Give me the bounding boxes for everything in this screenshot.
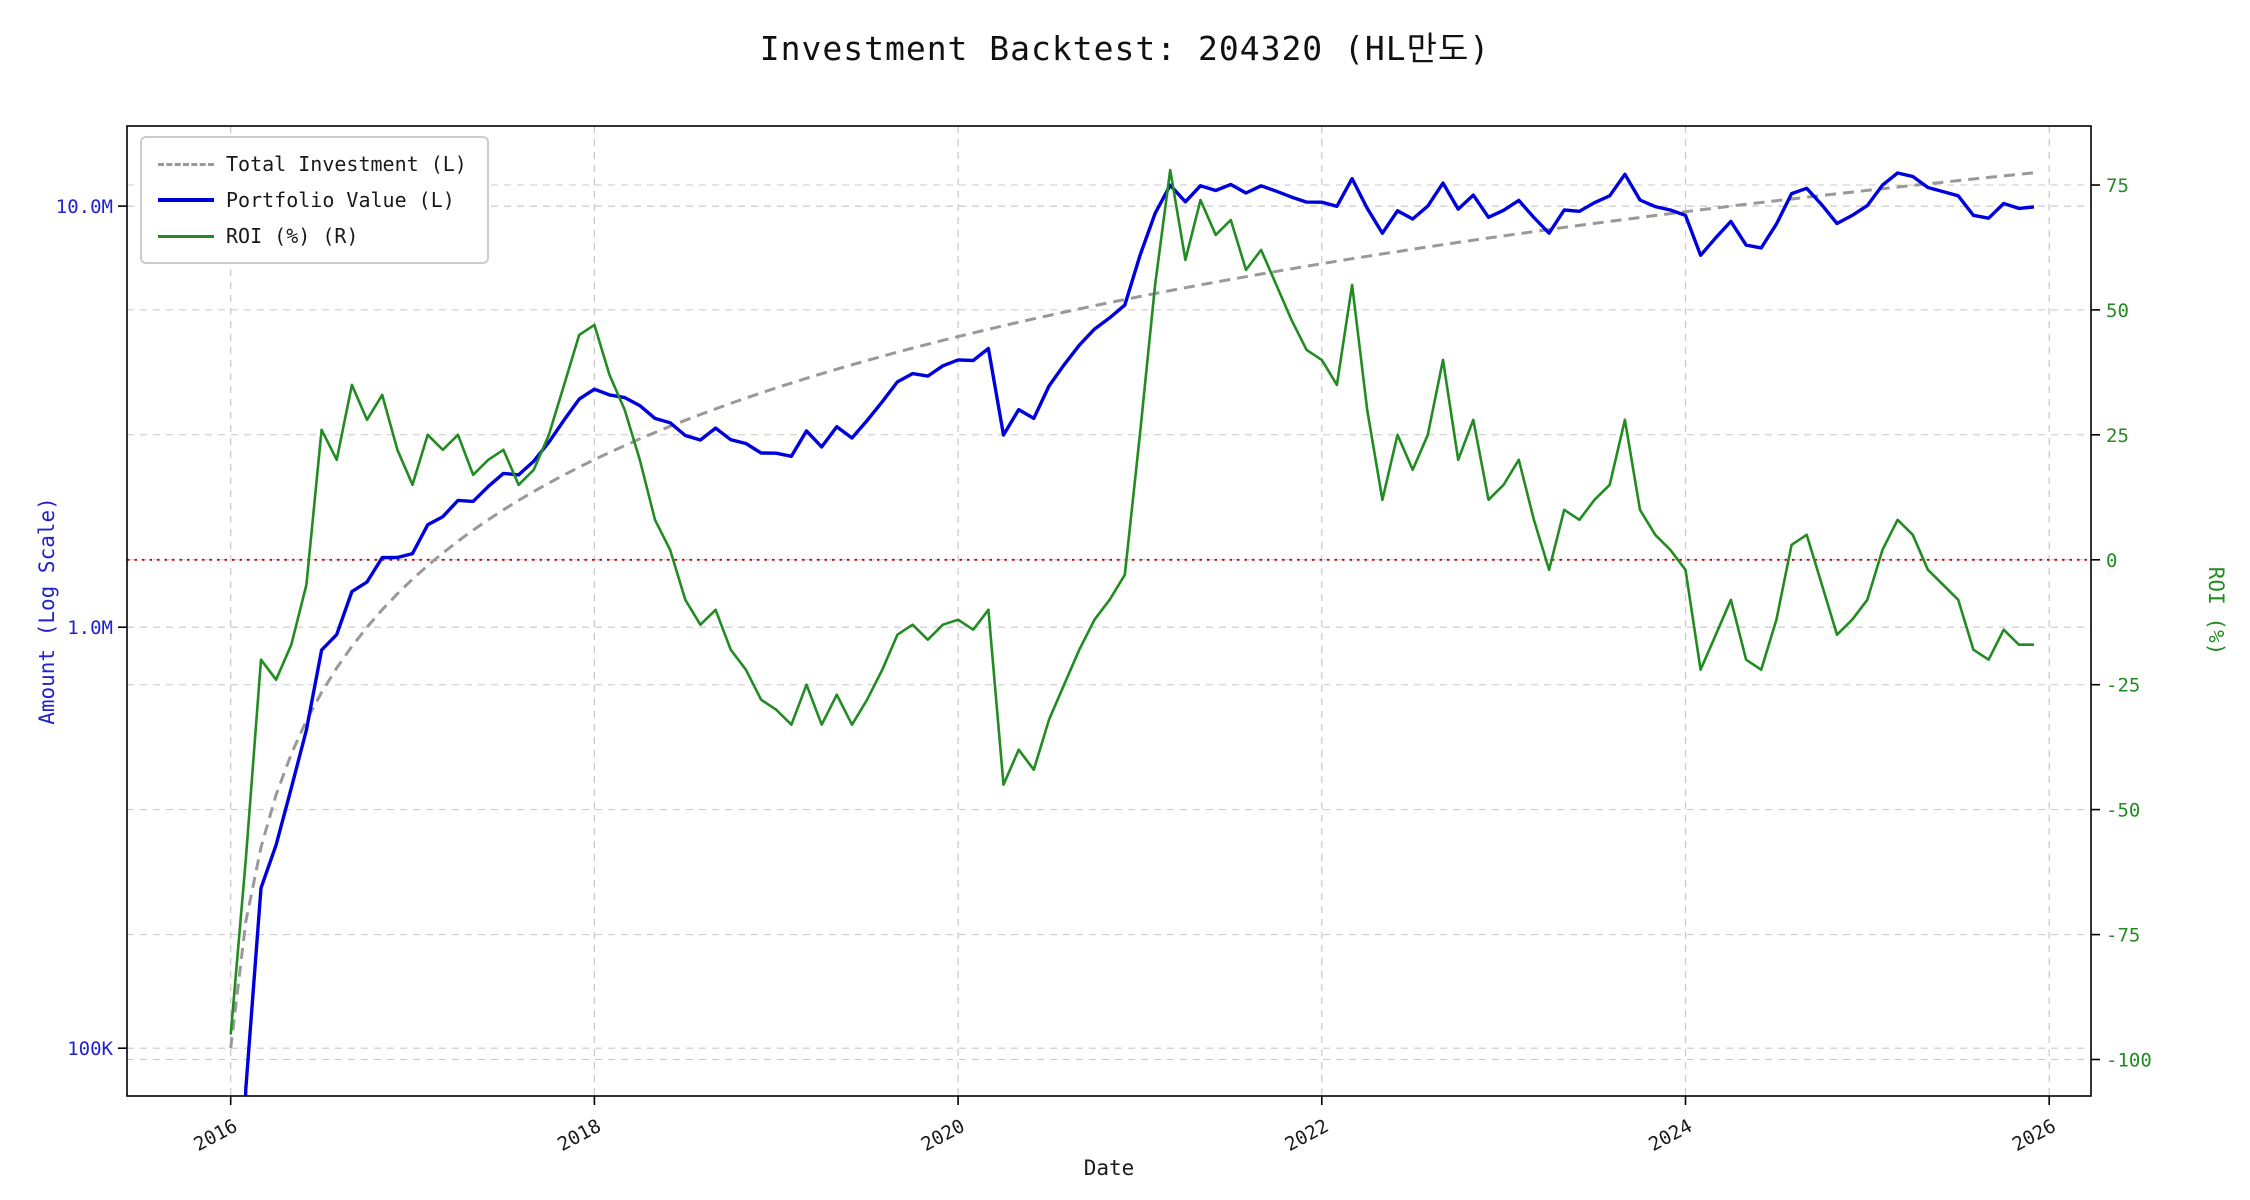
plot-border	[126, 125, 2092, 1097]
roi-line-swatch	[158, 234, 214, 238]
right-tick-label: 75	[2106, 175, 2129, 197]
legend-label: Total Investment (L)	[226, 152, 467, 176]
portfolio-line-swatch	[158, 198, 214, 202]
right-tick-label: 25	[2106, 425, 2129, 447]
right-axis-title: ROI (%)	[2204, 566, 2228, 656]
x-tick-label: 2018	[554, 1115, 605, 1156]
right-tick-label: 0	[2106, 550, 2117, 572]
x-tick-label: 2016	[190, 1115, 241, 1156]
legend-label: Portfolio Value (L)	[226, 188, 455, 212]
x-tick-label: 2020	[918, 1115, 969, 1156]
chart-title: Investment Backtest: 204320 (HL만도)	[759, 29, 1491, 68]
right-tick-label: -25	[2106, 675, 2140, 697]
left-tick-label: 100K	[67, 1038, 113, 1060]
legend-item-total-investment: Total Investment (L)	[158, 150, 467, 178]
right-tick-label: -100	[2106, 1050, 2152, 1072]
left-axis-title: Amount (Log Scale)	[35, 497, 59, 725]
legend-label: ROI (%) (R)	[226, 224, 359, 248]
left-tick-label: 1.0M	[67, 617, 113, 639]
right-tick-label: -75	[2106, 925, 2140, 947]
x-tick-label: 2024	[1645, 1115, 1696, 1156]
investment-line-swatch	[158, 162, 214, 166]
portfolio-value-line	[243, 171, 2035, 1096]
left-tick-label: 10.0M	[56, 196, 113, 218]
right-tick-label: 50	[2106, 300, 2129, 322]
total-investment-line	[229, 171, 2035, 1049]
x-tick-label: 2026	[2009, 1115, 2060, 1156]
right-tick-label: -50	[2106, 800, 2140, 822]
legend: Total Investment (L) Portfolio Value (L)…	[140, 136, 489, 264]
x-tick-label: 2022	[1281, 1115, 1332, 1156]
x-axis-title: Date	[1083, 1156, 1135, 1180]
roi-line	[229, 168, 2034, 1035]
legend-item-roi: ROI (%) (R)	[158, 222, 467, 250]
legend-item-portfolio-value: Portfolio Value (L)	[158, 186, 467, 214]
